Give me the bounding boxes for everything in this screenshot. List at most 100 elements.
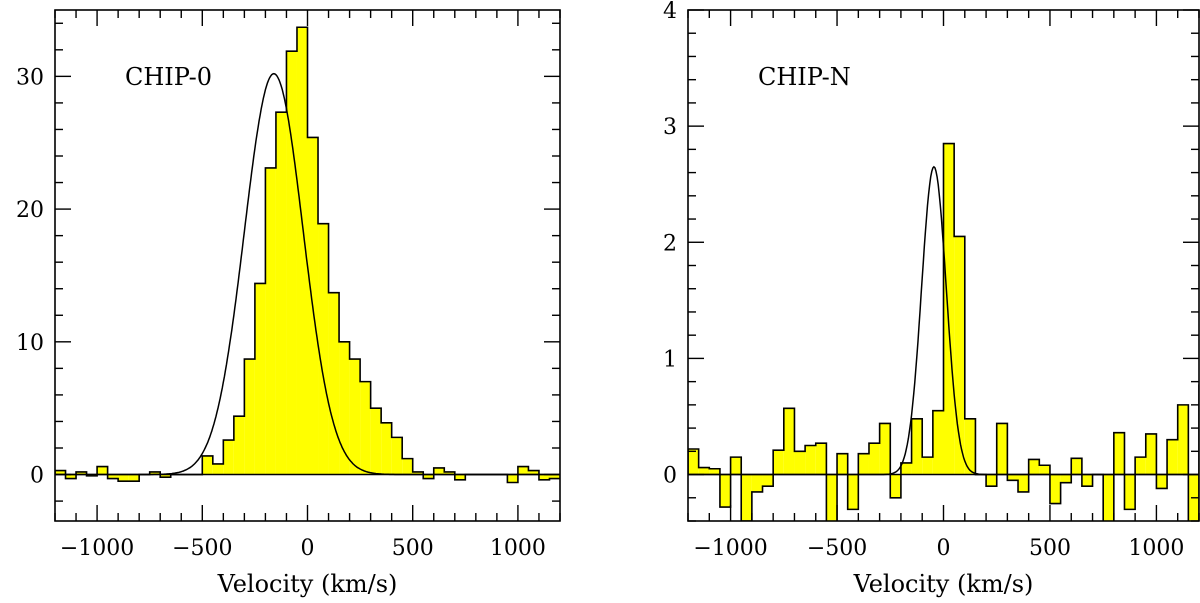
y-tick-label: 10 xyxy=(16,331,44,356)
histogram-bar xyxy=(932,410,944,475)
histogram-bar xyxy=(507,474,518,483)
histogram-bar xyxy=(1145,433,1157,475)
x-tick-label: −500 xyxy=(807,536,867,561)
x-tick-label: 0 xyxy=(301,536,315,561)
histogram-outline xyxy=(688,142,1199,521)
histogram-bar xyxy=(954,236,965,475)
panel-label: CHIP-N xyxy=(758,63,851,91)
histogram-bar xyxy=(719,474,731,508)
gaussian-fit-curve xyxy=(55,72,560,476)
histogram-bar xyxy=(1049,474,1061,504)
x-tick-label: 0 xyxy=(937,536,951,561)
histogram-bar xyxy=(296,27,308,475)
panel-label: CHIP-0 xyxy=(125,63,212,91)
histogram-bar xyxy=(688,448,699,475)
histogram-bar xyxy=(815,443,827,475)
histogram-bar xyxy=(423,474,434,479)
y-tick-label: 3 xyxy=(663,115,677,140)
histogram-bar xyxy=(212,463,224,475)
x-tick-label: −1000 xyxy=(60,536,134,561)
histogram-bar xyxy=(549,474,560,479)
histogram-bar xyxy=(1177,404,1189,475)
histogram-bar xyxy=(454,474,466,480)
histogram-bar xyxy=(964,418,976,475)
ticks xyxy=(687,9,1200,522)
y-tick-label: 0 xyxy=(30,464,44,489)
histogram-bar xyxy=(751,474,763,492)
histogram-bar xyxy=(698,467,710,475)
histogram-bar xyxy=(794,451,806,475)
histogram-bar xyxy=(444,471,455,475)
histogram-bar xyxy=(890,474,901,498)
chart-panel-chip-0: −1000 −500 0 500 1000 0 10 20 30 Velocity (km/s) C… xyxy=(16,9,561,598)
histogram-bar xyxy=(996,423,1008,475)
histogram-bar xyxy=(328,292,340,475)
histogram-bar xyxy=(538,474,550,480)
chart-panel-chip-n: −1000 −500 0 500 1000 0 1 2 3 4 Velocity (km/s) CHI… xyxy=(663,0,1200,598)
histogram-bar xyxy=(868,443,880,475)
x-tick-label: 1000 xyxy=(490,536,546,561)
histogram-bar xyxy=(805,445,816,475)
histogram-bar xyxy=(402,458,413,475)
histogram-bar xyxy=(783,408,795,475)
histogram-bar xyxy=(1156,474,1168,489)
histogram-bar xyxy=(1018,474,1029,492)
histogram-bar xyxy=(1071,458,1082,475)
histogram-outline xyxy=(55,26,560,484)
histogram-bar xyxy=(730,457,742,475)
plot-area xyxy=(688,142,1199,521)
histogram-bar xyxy=(370,408,382,475)
x-tick-label: 500 xyxy=(1029,536,1071,561)
histogram-bar xyxy=(858,453,869,475)
x-tick-label: 500 xyxy=(392,536,434,561)
histogram-bar xyxy=(1039,465,1050,475)
histogram-bar xyxy=(149,471,161,475)
histogram-bar xyxy=(1113,432,1125,475)
histogram-bar xyxy=(55,470,66,475)
x-tick-label: −1000 xyxy=(693,536,767,561)
y-tick-label: 2 xyxy=(663,231,677,256)
histogram-bar xyxy=(741,474,752,521)
histogram-bar xyxy=(943,143,955,475)
histogram-bar xyxy=(1028,459,1040,475)
histogram-bar xyxy=(349,359,361,475)
histogram-bar xyxy=(900,462,912,475)
histogram-bar xyxy=(1007,474,1019,481)
x-tick-label: −500 xyxy=(172,536,232,561)
histogram-bar xyxy=(128,474,140,482)
gaussian-fit-curve xyxy=(688,165,1199,476)
plot-area xyxy=(55,26,560,484)
histogram-bar xyxy=(412,471,424,475)
x-axis-title: Velocity (km/s) xyxy=(853,570,1034,598)
histogram-bar xyxy=(1135,457,1146,475)
histogram-bar xyxy=(76,471,87,475)
histogram-bar xyxy=(826,474,838,521)
histogram-bar xyxy=(275,112,287,475)
histogram-bar xyxy=(339,341,350,475)
histogram-bar xyxy=(381,422,392,475)
y-tick-label: 20 xyxy=(16,198,44,223)
histogram-bar xyxy=(837,453,848,475)
histogram-bar xyxy=(244,359,255,475)
histogram-bar xyxy=(286,51,297,475)
histogram-bar xyxy=(528,470,539,475)
histogram-bar xyxy=(223,440,234,475)
histogram-bar xyxy=(1103,474,1114,521)
histogram-bar xyxy=(1081,474,1093,487)
x-axis-title: Velocity (km/s) xyxy=(217,570,398,598)
y-tick-label: 1 xyxy=(663,347,677,372)
histogram-bar xyxy=(762,474,774,487)
histogram-bar xyxy=(709,468,720,475)
histogram-bar xyxy=(233,416,245,475)
histogram-bar xyxy=(922,457,933,475)
y-tick-label: 0 xyxy=(663,464,677,489)
histogram-bar xyxy=(1060,474,1072,483)
x-tick-label: 1000 xyxy=(1128,536,1184,561)
histogram-bar xyxy=(118,474,129,482)
histogram-bar xyxy=(360,381,371,475)
histogram-bar xyxy=(986,474,997,487)
y-tick-label: 30 xyxy=(16,65,44,90)
histogram-bar xyxy=(773,450,784,475)
histogram-bar xyxy=(65,474,77,479)
